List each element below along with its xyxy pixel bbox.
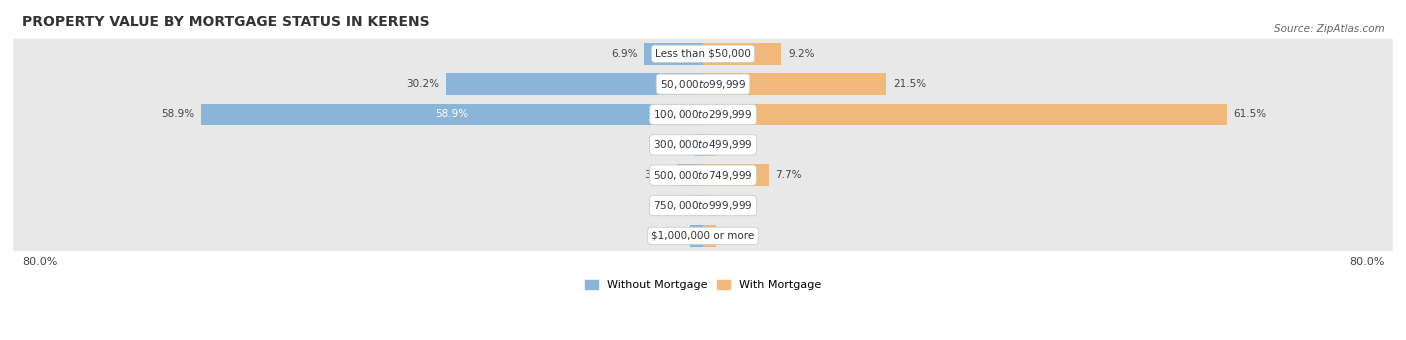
- FancyBboxPatch shape: [13, 69, 1393, 99]
- FancyBboxPatch shape: [13, 160, 1393, 190]
- FancyBboxPatch shape: [13, 221, 1393, 251]
- Bar: [644, 43, 703, 65]
- Text: 61.5%: 61.5%: [1233, 109, 1267, 119]
- Bar: [703, 164, 769, 186]
- Text: PROPERTY VALUE BY MORTGAGE STATUS IN KERENS: PROPERTY VALUE BY MORTGAGE STATUS IN KER…: [22, 15, 429, 29]
- Bar: [703, 73, 886, 95]
- Text: Source: ZipAtlas.com: Source: ZipAtlas.com: [1274, 24, 1385, 34]
- Text: 0.0%: 0.0%: [723, 140, 749, 150]
- Bar: [201, 104, 703, 125]
- Bar: [703, 225, 716, 247]
- FancyBboxPatch shape: [13, 190, 1393, 221]
- Text: 7.7%: 7.7%: [775, 170, 801, 180]
- Legend: Without Mortgage, With Mortgage: Without Mortgage, With Mortgage: [581, 275, 825, 294]
- Text: 6.9%: 6.9%: [612, 49, 637, 59]
- Text: $500,000 to $749,999: $500,000 to $749,999: [654, 169, 752, 182]
- Bar: [446, 73, 703, 95]
- Text: 0.99%: 0.99%: [655, 140, 688, 150]
- Text: 80.0%: 80.0%: [22, 257, 58, 267]
- Bar: [695, 134, 703, 156]
- FancyBboxPatch shape: [13, 130, 1393, 160]
- Text: 58.9%: 58.9%: [162, 109, 194, 119]
- Text: 0.0%: 0.0%: [657, 201, 683, 210]
- Bar: [678, 164, 703, 186]
- Text: 0.0%: 0.0%: [657, 231, 683, 241]
- Text: $100,000 to $299,999: $100,000 to $299,999: [654, 108, 752, 121]
- FancyBboxPatch shape: [13, 99, 1393, 130]
- Bar: [703, 104, 1226, 125]
- Text: $750,000 to $999,999: $750,000 to $999,999: [654, 199, 752, 212]
- Text: $1,000,000 or more: $1,000,000 or more: [651, 231, 755, 241]
- Text: 3.0%: 3.0%: [644, 170, 671, 180]
- Text: 9.2%: 9.2%: [789, 49, 814, 59]
- FancyBboxPatch shape: [13, 39, 1393, 69]
- Text: $300,000 to $499,999: $300,000 to $499,999: [654, 138, 752, 151]
- Bar: [690, 194, 703, 217]
- Text: 58.9%: 58.9%: [436, 109, 468, 119]
- Text: 0.0%: 0.0%: [723, 231, 749, 241]
- Bar: [703, 134, 716, 156]
- Text: 80.0%: 80.0%: [1348, 257, 1384, 267]
- Text: Less than $50,000: Less than $50,000: [655, 49, 751, 59]
- Text: 30.2%: 30.2%: [406, 79, 439, 89]
- Bar: [690, 225, 703, 247]
- Text: $50,000 to $99,999: $50,000 to $99,999: [659, 78, 747, 91]
- Bar: [703, 194, 716, 217]
- Bar: [703, 43, 782, 65]
- Text: 0.0%: 0.0%: [723, 201, 749, 210]
- Text: 21.5%: 21.5%: [893, 79, 927, 89]
